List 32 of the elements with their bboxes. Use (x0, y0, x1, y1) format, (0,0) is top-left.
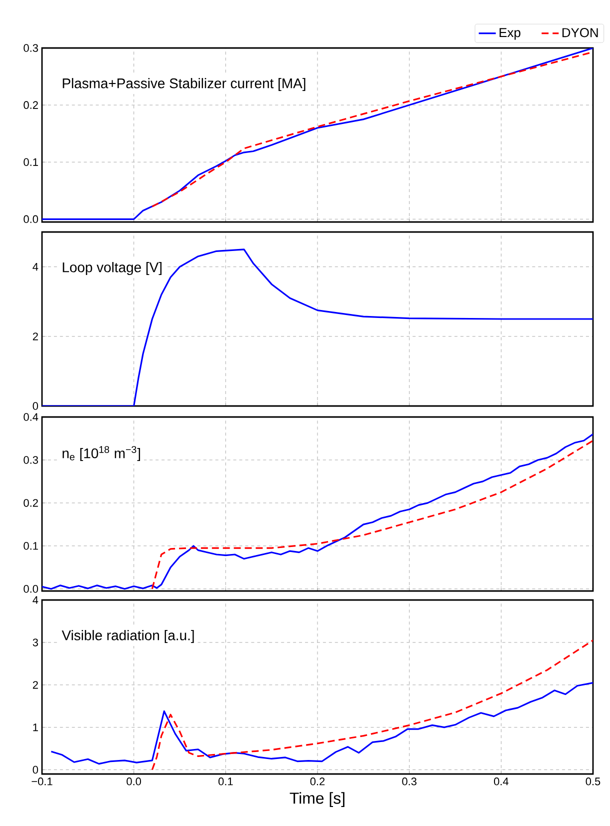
y-tick-label: 0.4 (24, 413, 38, 421)
x-tick-label: 0.3 (402, 778, 416, 786)
line-series (50, 682, 594, 765)
y-tick-label: 2 (32, 332, 38, 340)
y-tick-label: 0.0 (24, 584, 38, 593)
y-tick-label: 1 (33, 724, 38, 732)
y-tick-label: 0.1 (24, 542, 38, 550)
legend-label: DYON (562, 28, 598, 38)
y-tick-label: 3 (32, 638, 38, 646)
y-tick-label: 0.0 (24, 215, 38, 224)
y-tick-label: 0.1 (24, 158, 38, 166)
y-tick-label: 4 (32, 263, 38, 271)
x-axis-title: Time [s] (290, 792, 344, 807)
y-tick-label: 4 (32, 596, 38, 604)
annotation: Visible radiation [a.u.] (62, 630, 194, 644)
y-tick-label: 0.3 (24, 456, 38, 464)
x-tick-label: 0.2 (310, 778, 325, 786)
x-tick-label: 0.5 (586, 778, 600, 786)
legend-label: Exp (500, 28, 520, 40)
y-tick-label: 2 (32, 681, 38, 689)
y-tick-label: 0.2 (24, 101, 38, 109)
annotation: n$_{e}$ [10$^{18}$ m$^{−3}$] (62, 446, 140, 462)
x-tick-label: 0.4 (494, 778, 508, 786)
x-tick-label: 0.0 (126, 778, 142, 786)
x-tick-label: −0.1 (32, 778, 52, 786)
annotation: Loop voltage [V] (62, 262, 162, 276)
x-tick-label: 0.1 (218, 778, 233, 786)
annotation: Plasma+Passive Stabilizer current [MA] (62, 78, 306, 92)
y-tick-label: 0 (32, 766, 38, 774)
y-tick-label: 0.3 (24, 44, 38, 52)
y-tick-label: 0.2 (24, 499, 38, 507)
y-tick-label: 0 (32, 402, 38, 410)
